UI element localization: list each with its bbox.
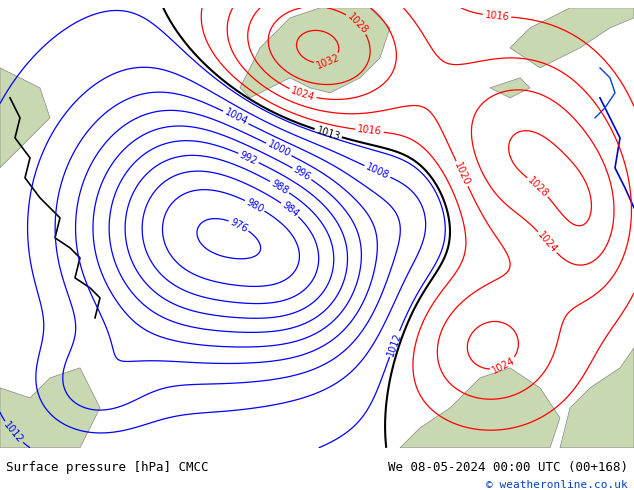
Text: 988: 988 bbox=[269, 178, 290, 196]
Text: Surface pressure [hPa] CMCC: Surface pressure [hPa] CMCC bbox=[6, 461, 209, 474]
Text: 1020: 1020 bbox=[452, 160, 472, 187]
Text: 984: 984 bbox=[280, 200, 300, 219]
Text: 1024: 1024 bbox=[535, 230, 559, 255]
Text: 980: 980 bbox=[245, 196, 266, 215]
Text: 1000: 1000 bbox=[266, 139, 292, 159]
Text: 1016: 1016 bbox=[484, 10, 510, 22]
Polygon shape bbox=[0, 68, 50, 168]
Text: 1024: 1024 bbox=[491, 356, 517, 376]
Polygon shape bbox=[490, 78, 530, 98]
Polygon shape bbox=[400, 368, 560, 448]
Text: 1032: 1032 bbox=[315, 52, 342, 71]
Text: 1008: 1008 bbox=[364, 162, 391, 181]
Text: 1028: 1028 bbox=[526, 175, 550, 199]
Text: 976: 976 bbox=[228, 217, 249, 234]
Text: 1013: 1013 bbox=[315, 125, 341, 142]
Text: 1012: 1012 bbox=[385, 331, 403, 357]
Polygon shape bbox=[510, 8, 634, 68]
Text: We 08-05-2024 00:00 UTC (00+168): We 08-05-2024 00:00 UTC (00+168) bbox=[387, 461, 628, 474]
Polygon shape bbox=[240, 8, 390, 98]
Text: 1028: 1028 bbox=[345, 11, 370, 36]
Text: 992: 992 bbox=[238, 149, 259, 166]
Text: 996: 996 bbox=[292, 165, 313, 183]
Text: 1024: 1024 bbox=[289, 85, 316, 103]
Text: © weatheronline.co.uk: © weatheronline.co.uk bbox=[486, 480, 628, 490]
Text: 1012: 1012 bbox=[1, 420, 25, 445]
Polygon shape bbox=[0, 368, 100, 448]
Polygon shape bbox=[560, 348, 634, 448]
Text: 1016: 1016 bbox=[357, 124, 382, 137]
Text: 1004: 1004 bbox=[223, 107, 249, 127]
